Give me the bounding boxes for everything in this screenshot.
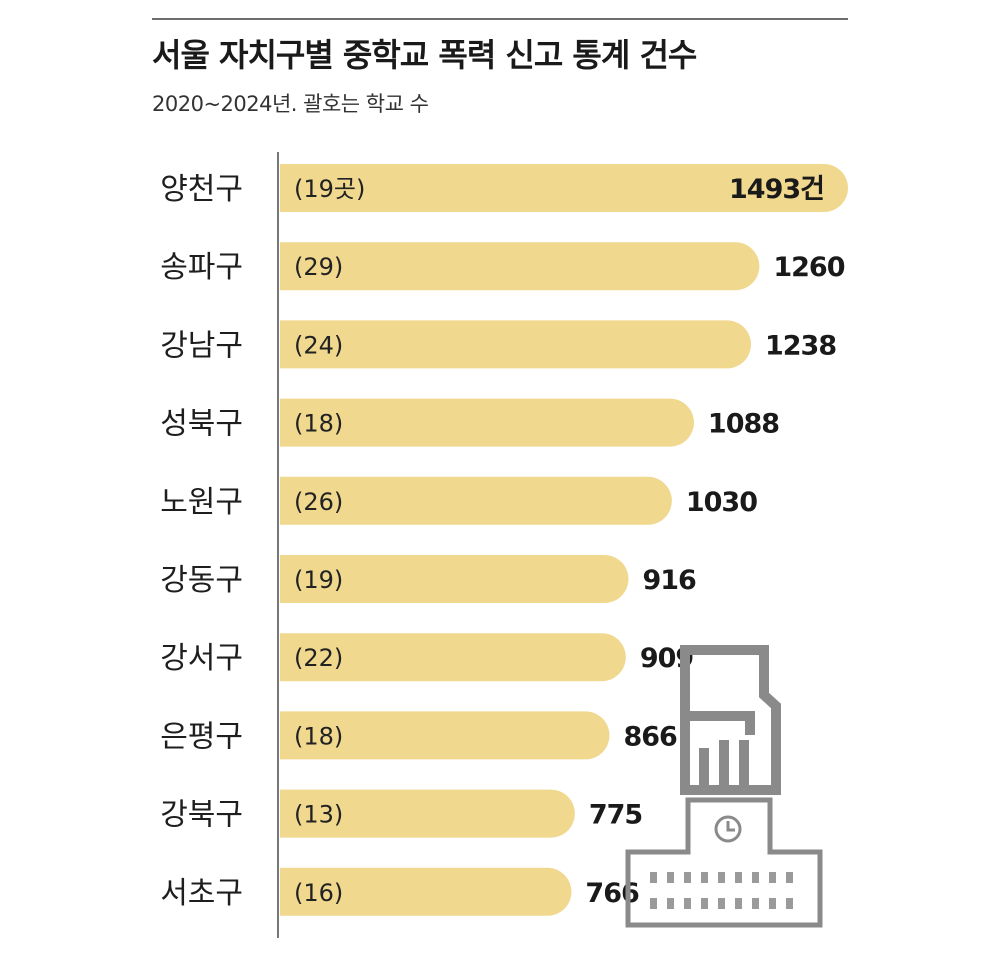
value-label: 1088 xyxy=(708,409,779,440)
category-label: 강북구 xyxy=(160,798,243,833)
school-count-label: (19곳) xyxy=(294,175,365,203)
category-label: 서초구 xyxy=(160,876,243,911)
category-label: 강동구 xyxy=(160,563,243,598)
bar xyxy=(280,789,575,838)
value-label: 1260 xyxy=(773,252,844,283)
school-count-label: (18) xyxy=(294,410,343,438)
bar xyxy=(280,164,848,212)
school-count-label: (22) xyxy=(294,644,343,672)
value-label: 1030 xyxy=(686,487,757,518)
school-count-label: (24) xyxy=(294,331,343,359)
bar xyxy=(280,867,572,916)
category-label: 양천구 xyxy=(160,172,243,207)
value-label: 775 xyxy=(589,800,642,831)
top-rule xyxy=(152,18,848,20)
value-label: 766 xyxy=(585,878,639,909)
bar xyxy=(280,633,626,682)
school-count-label: (13) xyxy=(294,801,343,829)
bar xyxy=(280,398,694,447)
fist-icon xyxy=(680,645,781,795)
value-label: 1493건 xyxy=(729,174,824,205)
chart-subtitle: 2020~2024년. 괄호는 학교 수 xyxy=(152,92,429,116)
bar xyxy=(280,711,610,760)
school-count-label: (16) xyxy=(294,879,343,907)
bar xyxy=(280,320,751,369)
bar xyxy=(280,555,629,603)
school-count-label: (29) xyxy=(294,253,343,281)
bar xyxy=(280,476,672,525)
category-label: 은평구 xyxy=(160,719,243,754)
value-label: 916 xyxy=(642,565,696,596)
category-label: 강서구 xyxy=(160,641,243,676)
clock-icon xyxy=(714,815,742,843)
school-building-icon xyxy=(625,797,823,928)
category-label: 송파구 xyxy=(160,250,243,285)
value-label: 866 xyxy=(623,721,677,752)
category-label: 강남구 xyxy=(160,328,243,363)
bar xyxy=(280,242,760,291)
school-count-label: (18) xyxy=(294,722,343,750)
chart-title: 서울 자치구별 중학교 폭력 신고 통계 건수 xyxy=(152,36,697,74)
category-label: 성북구 xyxy=(160,407,243,442)
category-label: 노원구 xyxy=(160,485,243,520)
school-count-label: (26) xyxy=(294,488,343,516)
value-label: 1238 xyxy=(765,330,836,361)
school-count-label: (19) xyxy=(294,566,343,594)
